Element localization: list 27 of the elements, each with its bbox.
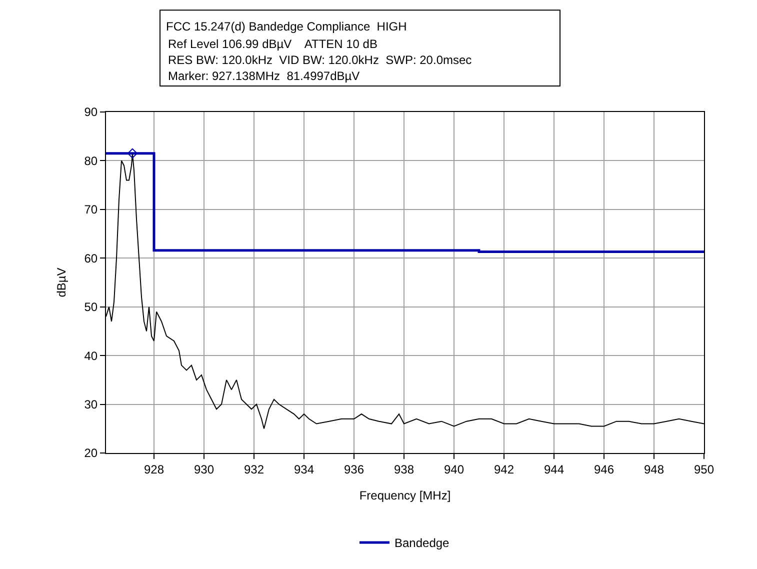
y-tick-label: 60 — [84, 251, 98, 266]
y-tick-label: 70 — [84, 202, 98, 217]
y-tick-label: 90 — [84, 105, 98, 120]
chart-title: FCC 15.247(d) Bandedge Compliance HIGH — [166, 19, 407, 34]
x-tick-label: 928 — [144, 462, 164, 476]
y-axis-title: dBµV — [54, 268, 69, 298]
x-tick-label: 936 — [344, 462, 364, 476]
y-tick-label: 40 — [84, 348, 98, 363]
x-tick-label: 944 — [544, 462, 564, 476]
y-tick-label: 20 — [84, 446, 98, 460]
text: Ref Level 106.99 dBµV ATTEN 10 dB — [168, 37, 378, 51]
y-tick-label: 80 — [84, 154, 98, 168]
x-tick-label: 930 — [194, 462, 214, 476]
y-tick-label: 50 — [84, 300, 98, 314]
x-tick-label: 934 — [294, 462, 314, 476]
text: RES BW: 120.0kHz VID BW: 120.0kHz SWP: 20.0msec — [168, 53, 472, 67]
x-tick-label: 942 — [494, 462, 514, 476]
y-tick-label: 30 — [84, 397, 98, 412]
x-tick-label: 938 — [394, 462, 414, 476]
x-tick-label: 940 — [444, 462, 464, 476]
x-axis-title: Frequency [MHz] — [359, 488, 451, 502]
text: Marker: 927.138MHz 81.4997dBµV — [168, 69, 360, 83]
x-tick-label: 950 — [694, 462, 714, 476]
x-tick-label: 946 — [594, 462, 614, 476]
legend-label: Bandedge — [394, 536, 450, 550]
x-tick-label: 932 — [244, 462, 264, 476]
x-tick-label: 948 — [644, 462, 664, 476]
